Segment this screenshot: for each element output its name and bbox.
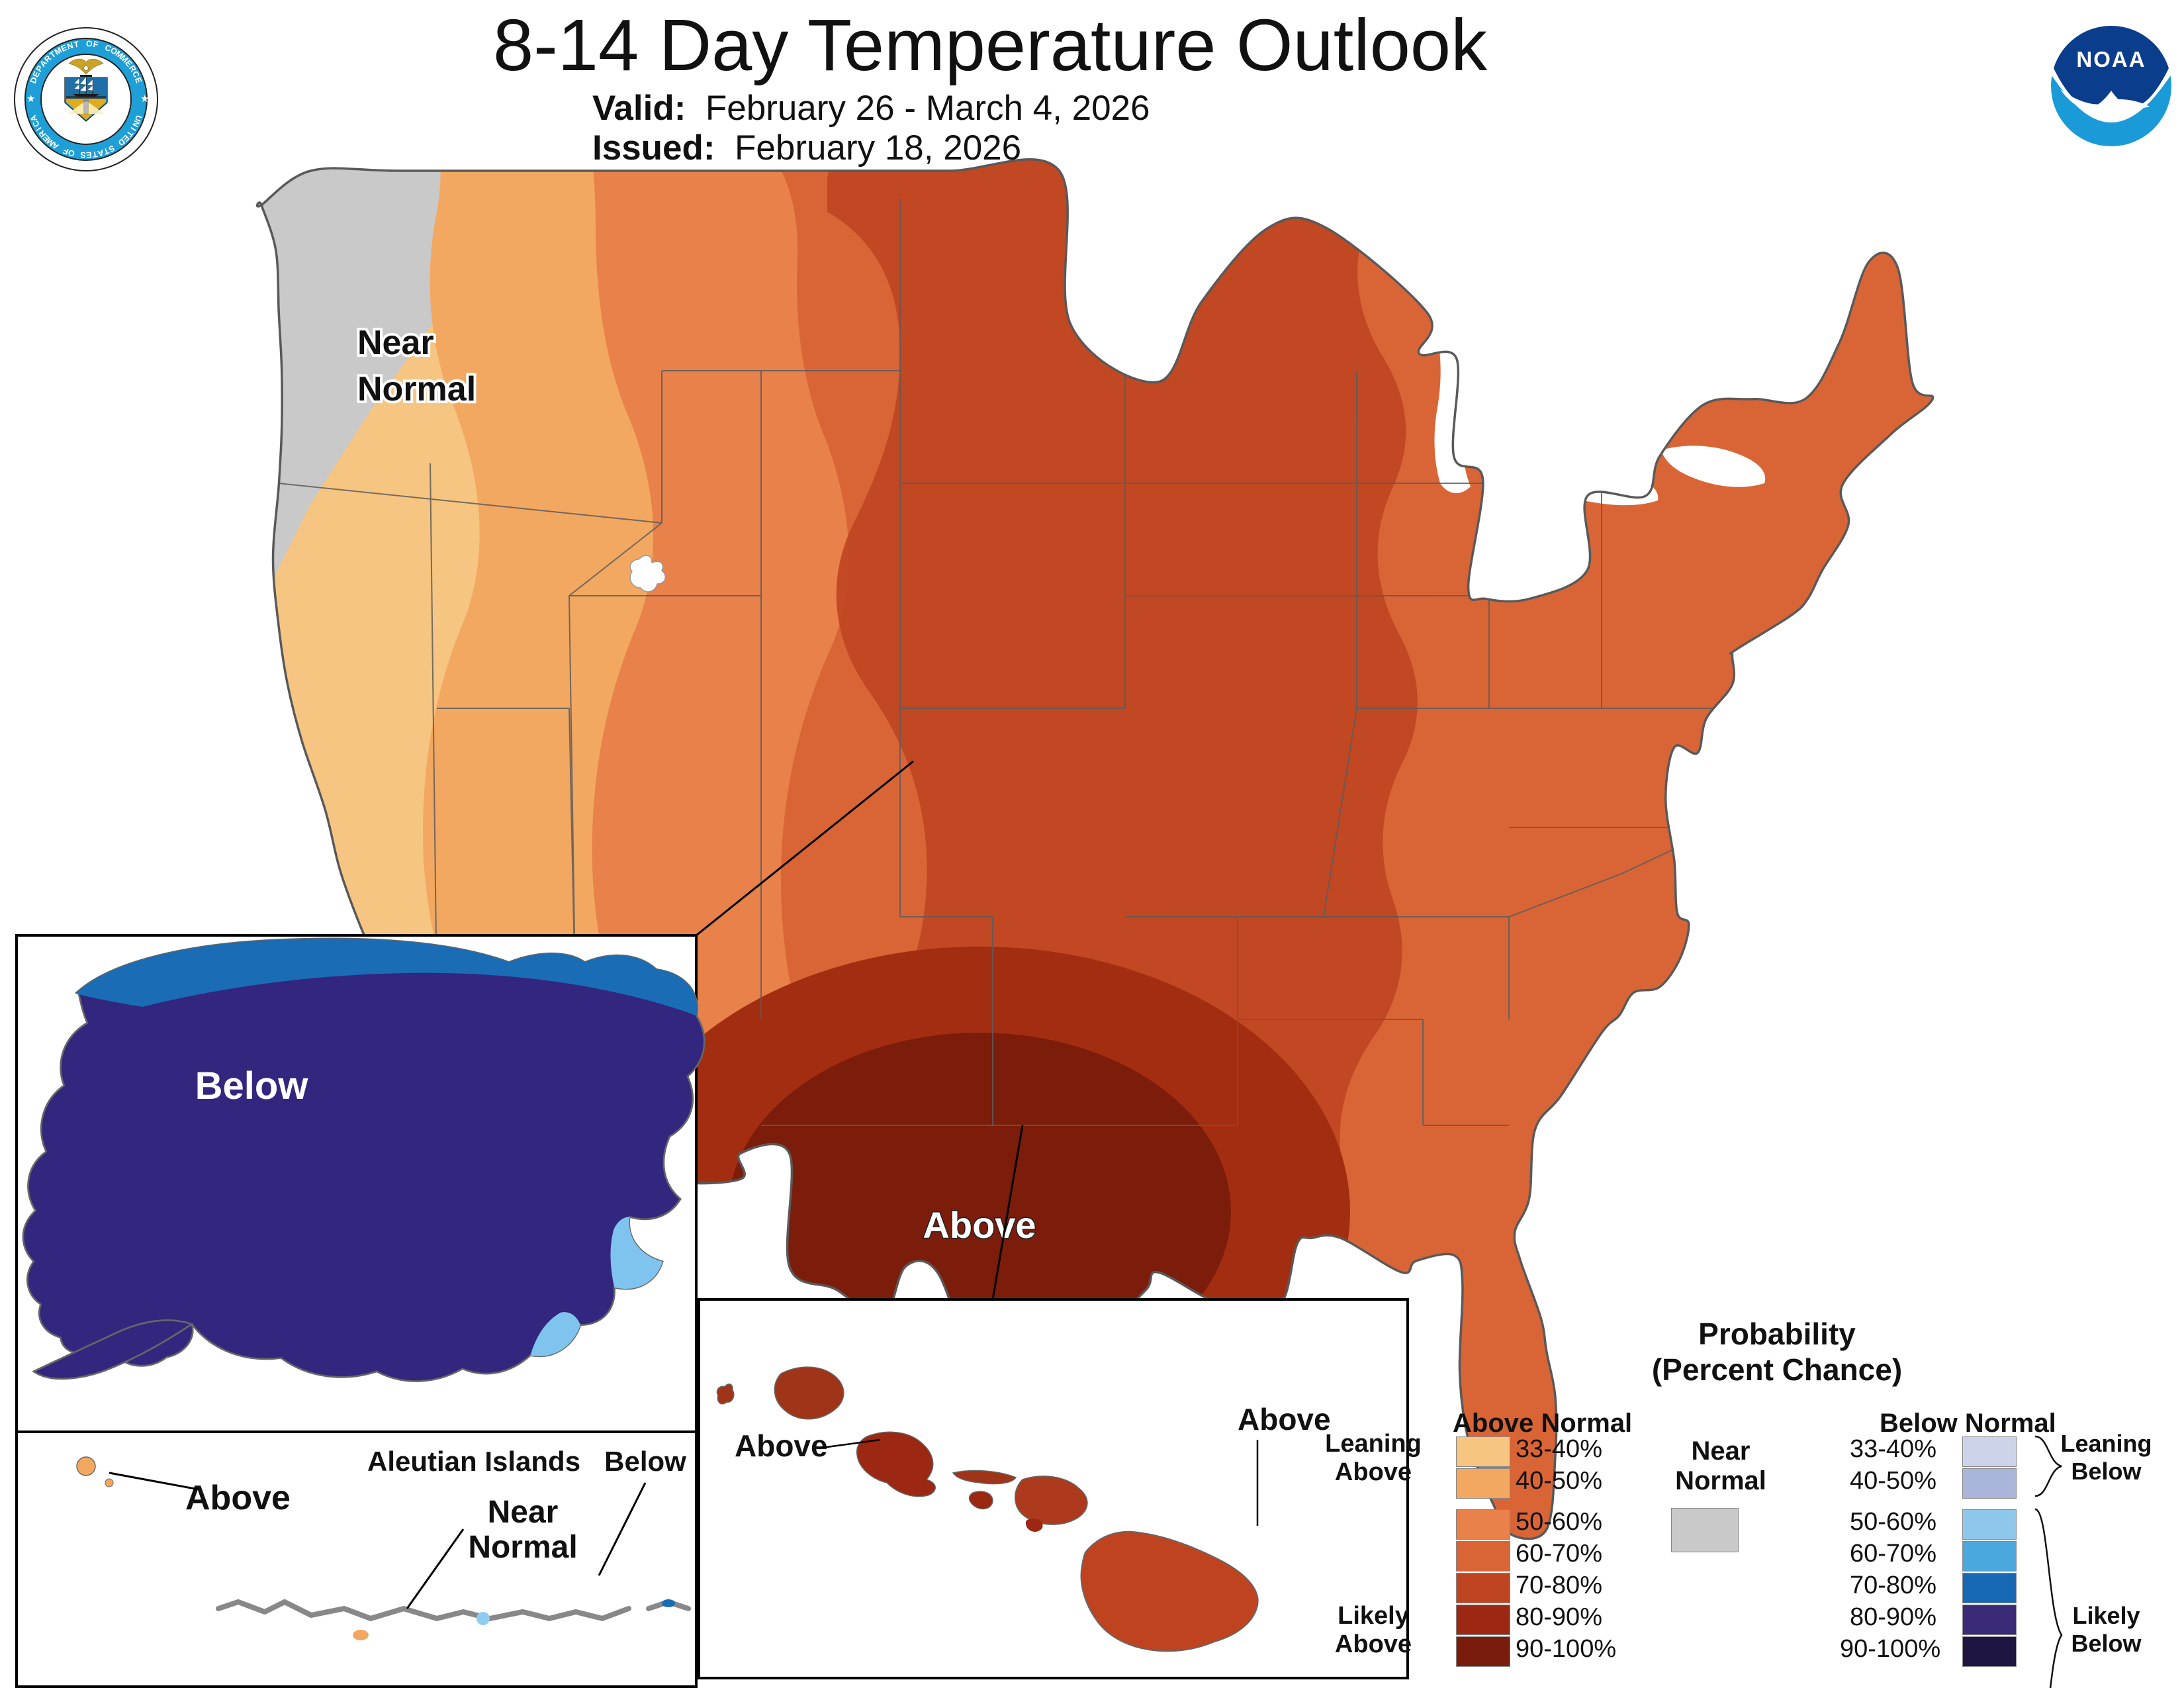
svg-text:Above: Above [1238,1402,1331,1436]
svg-text:Above: Above [735,1429,828,1463]
